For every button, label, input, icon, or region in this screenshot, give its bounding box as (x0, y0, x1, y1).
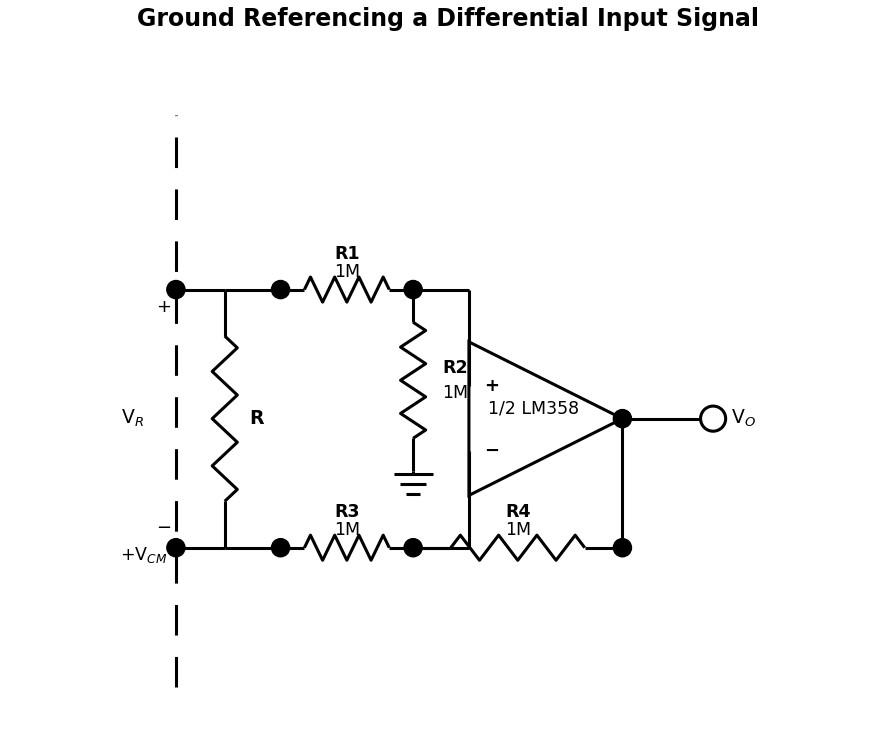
Circle shape (167, 280, 185, 298)
Circle shape (167, 538, 185, 556)
Circle shape (614, 410, 632, 428)
Text: V$_O$: V$_O$ (730, 408, 755, 429)
Text: 1M: 1M (334, 263, 360, 281)
Text: 1M: 1M (334, 521, 360, 539)
Circle shape (614, 538, 632, 556)
Text: +: + (156, 298, 171, 316)
Circle shape (404, 280, 422, 298)
Text: R: R (249, 410, 263, 428)
Circle shape (271, 538, 289, 556)
Text: +: + (484, 377, 499, 395)
Circle shape (404, 538, 422, 556)
Title: Ground Referencing a Differential Input Signal: Ground Referencing a Differential Input … (137, 7, 759, 31)
Text: −: − (484, 442, 499, 460)
Text: R2: R2 (443, 358, 468, 376)
Text: 1M: 1M (443, 384, 469, 402)
Text: 1/2 LM358: 1/2 LM358 (487, 399, 579, 417)
Text: −: − (156, 519, 171, 537)
Text: R3: R3 (334, 503, 359, 521)
Text: 1M: 1M (504, 521, 530, 539)
Text: +V$_{CM}$: +V$_{CM}$ (120, 544, 168, 565)
Text: R1: R1 (334, 245, 359, 263)
Text: R4: R4 (505, 503, 530, 521)
Text: V$_R$: V$_R$ (121, 408, 144, 429)
Circle shape (271, 280, 289, 298)
Circle shape (701, 406, 726, 431)
